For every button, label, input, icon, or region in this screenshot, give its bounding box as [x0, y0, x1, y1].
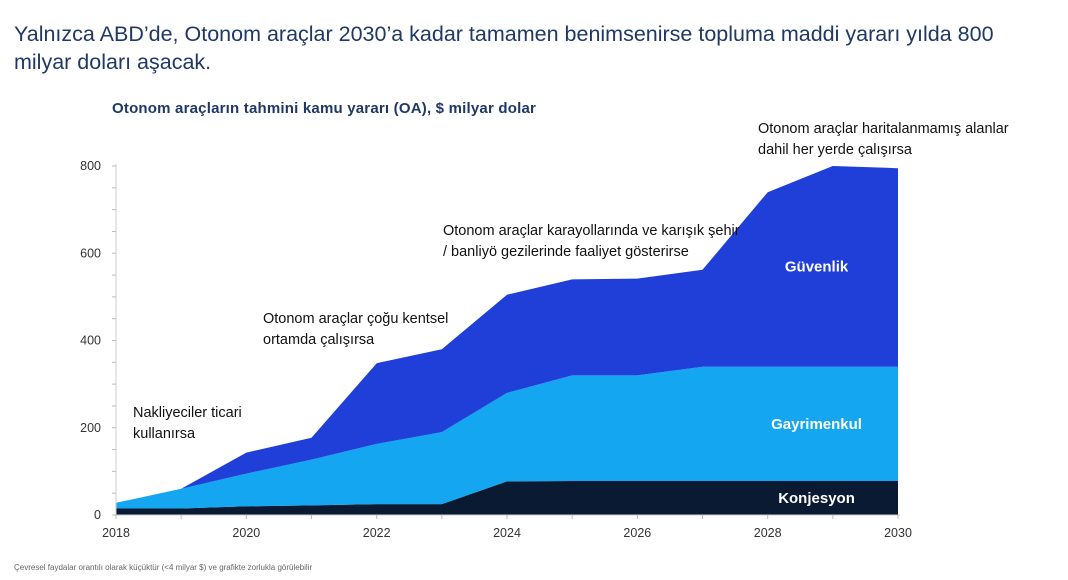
y-tick-label: 800	[80, 159, 101, 173]
y-tick-label: 600	[80, 246, 101, 260]
x-tick-label: 2020	[232, 526, 260, 540]
series-guvenlik-label: Güvenlik	[785, 258, 849, 275]
x-tick-label: 2026	[623, 526, 651, 540]
y-tick-label: 200	[80, 421, 101, 435]
chart-axes: 0 200 400 600 800 2018 2020 2022 2024 2026 2028 203…	[80, 159, 912, 540]
series-gayrimenkul-area	[116, 366, 898, 509]
footnote: Çevresel faydalar orantılı olarak küçükt…	[14, 563, 313, 572]
page-headline: Yalnızca ABD’de, Otonom araçlar 2030’a k…	[14, 22, 994, 74]
series-konjesyon-label: Konjesyon	[778, 490, 855, 507]
x-tick-label: 2030	[884, 526, 912, 540]
x-tick-label: 2024	[493, 526, 521, 540]
annotation-freight: Nakliyeciler ticari kullanırsa	[133, 405, 242, 442]
x-tick-label: 2022	[363, 526, 391, 540]
chart-title: Otonom araçların tahmini kamu yararı (OA…	[112, 100, 537, 117]
series-konjesyon-area	[116, 481, 898, 515]
series-guvenlik-area	[116, 166, 898, 503]
x-tick-label: 2018	[102, 526, 130, 540]
series-gayrimenkul-label: Gayrimenkul	[771, 416, 862, 433]
area-layers	[116, 166, 898, 515]
y-tick-label: 0	[94, 508, 101, 522]
annotation-urban: Otonom araçlar çoğu kentsel ortamda çalı…	[263, 311, 449, 348]
y-tick-label: 400	[80, 334, 101, 348]
series-labels: Konjesyon Gayrimenkul Güvenlik	[771, 258, 862, 507]
annotation-everywhere: Otonom araçlar haritalanmamış alanlar da…	[758, 121, 1009, 158]
annotation-highway: Otonom araçlar karayollarında ve karışık…	[443, 223, 740, 260]
x-tick-label: 2028	[754, 526, 782, 540]
